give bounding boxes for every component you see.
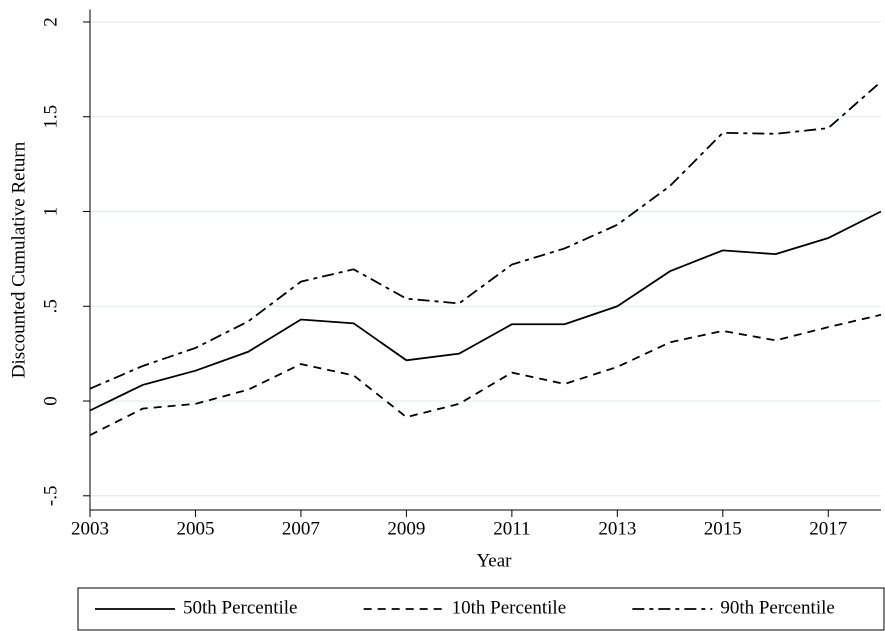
x-tick-label: 2013 [598, 518, 636, 539]
x-tick-label: 2011 [493, 518, 530, 539]
x-tick-label: 2005 [176, 518, 214, 539]
x-tick-label: 2009 [387, 518, 425, 539]
x-tick-label: 2017 [809, 518, 847, 539]
legend-label: 50th Percentile [183, 597, 298, 618]
x-tick-label: 2015 [704, 518, 742, 539]
y-tick-label: 1 [40, 207, 61, 217]
series-line [89, 313, 882, 436]
legend-box [77, 587, 885, 631]
x-tick-label: 2007 [282, 518, 320, 539]
series-line [89, 81, 882, 390]
legend-label: 90th Percentile [720, 597, 835, 618]
y-tick-label: -.5 [40, 485, 61, 506]
y-axis-title: Discounted Cumulative Return [8, 141, 29, 378]
x-axis-title: Year [476, 550, 512, 571]
y-tick-label: 0 [40, 396, 61, 406]
legend-label: 10th Percentile [452, 597, 566, 618]
x-tick-label: 2003 [71, 518, 109, 539]
y-tick-label: 1.5 [40, 105, 61, 129]
y-tick-label: .5 [40, 299, 61, 313]
y-tick-label: 2 [40, 17, 61, 27]
series-line [89, 210, 882, 412]
